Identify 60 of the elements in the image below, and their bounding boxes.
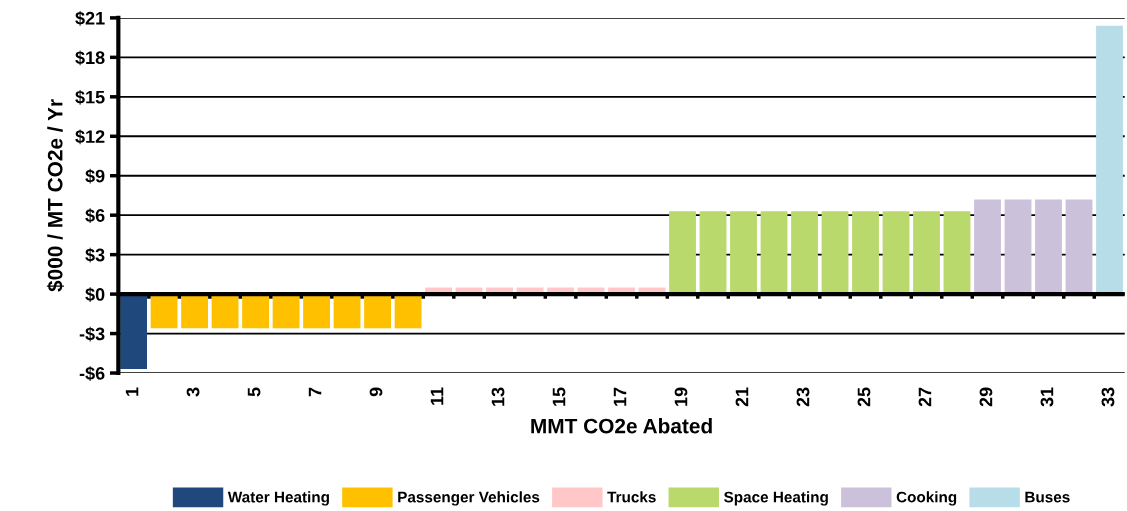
bar	[730, 211, 757, 295]
bar	[181, 294, 208, 329]
x-tick-label: 23	[796, 387, 810, 407]
bar	[242, 294, 269, 329]
bar	[852, 211, 879, 295]
x-tick-label: 27	[918, 387, 932, 407]
x-tick-label: 9	[369, 387, 383, 397]
x-axis-title: MMT CO2e Abated	[531, 418, 712, 434]
x-tick-label: 15	[552, 387, 566, 406]
bar	[821, 211, 849, 295]
x-tick-label: 13	[491, 387, 505, 406]
x-tick-label: 5	[247, 387, 261, 397]
bar	[974, 199, 1001, 295]
x-tick-label: 17	[613, 387, 627, 406]
x-tick-label: 31	[1040, 387, 1054, 407]
y-tick-label: -$3	[79, 326, 105, 342]
legend-label: Passenger Vehicles	[398, 491, 540, 506]
x-tick-label: 7	[308, 387, 322, 397]
bar	[1004, 199, 1032, 295]
legend-label: Water Heating	[227, 491, 329, 506]
x-tick-label: 33	[1101, 387, 1115, 407]
y-tick-label: $9	[85, 168, 105, 184]
y-tick-label: $15	[75, 89, 105, 105]
bar	[333, 294, 361, 329]
bar	[394, 294, 422, 329]
bar	[364, 294, 391, 329]
y-tick-label: $3	[85, 247, 105, 263]
x-tick-label: 29	[979, 387, 993, 407]
y-tick-label: $21	[75, 11, 105, 26]
legend-label: Cooking	[896, 491, 957, 506]
x-tick-label: 1	[125, 387, 139, 396]
legend-label: Buses	[1025, 491, 1070, 503]
bar	[699, 211, 727, 295]
bar	[791, 211, 818, 295]
y-tick-label: $12	[75, 129, 105, 145]
y-tick-label: -$6	[79, 366, 105, 381]
bar	[760, 211, 788, 295]
legend-label: Trucks	[607, 491, 656, 503]
y-tick-label: $18	[75, 50, 105, 66]
x-tick-label: 19	[674, 387, 688, 406]
x-tick-label: 3	[186, 387, 200, 397]
bar	[882, 211, 910, 295]
y-axis-title: $000 / MT CO2e / Yr	[46, 99, 64, 292]
legend-label: Space Heating	[724, 491, 828, 506]
y-tick-label: $6	[85, 208, 105, 224]
bar	[272, 294, 300, 329]
bar	[1096, 25, 1123, 295]
y-tick-label: $0	[85, 287, 105, 302]
bar	[211, 294, 239, 329]
bar	[150, 294, 178, 329]
x-tick-label: 11	[430, 387, 444, 405]
bar	[943, 211, 971, 295]
bar	[1065, 199, 1093, 295]
x-tick-label: 21	[735, 387, 749, 407]
bar	[303, 294, 330, 329]
bar	[669, 211, 696, 295]
bar	[120, 294, 147, 370]
bar	[913, 211, 940, 295]
x-tick-label: 25	[857, 387, 871, 407]
bar	[1035, 199, 1062, 295]
